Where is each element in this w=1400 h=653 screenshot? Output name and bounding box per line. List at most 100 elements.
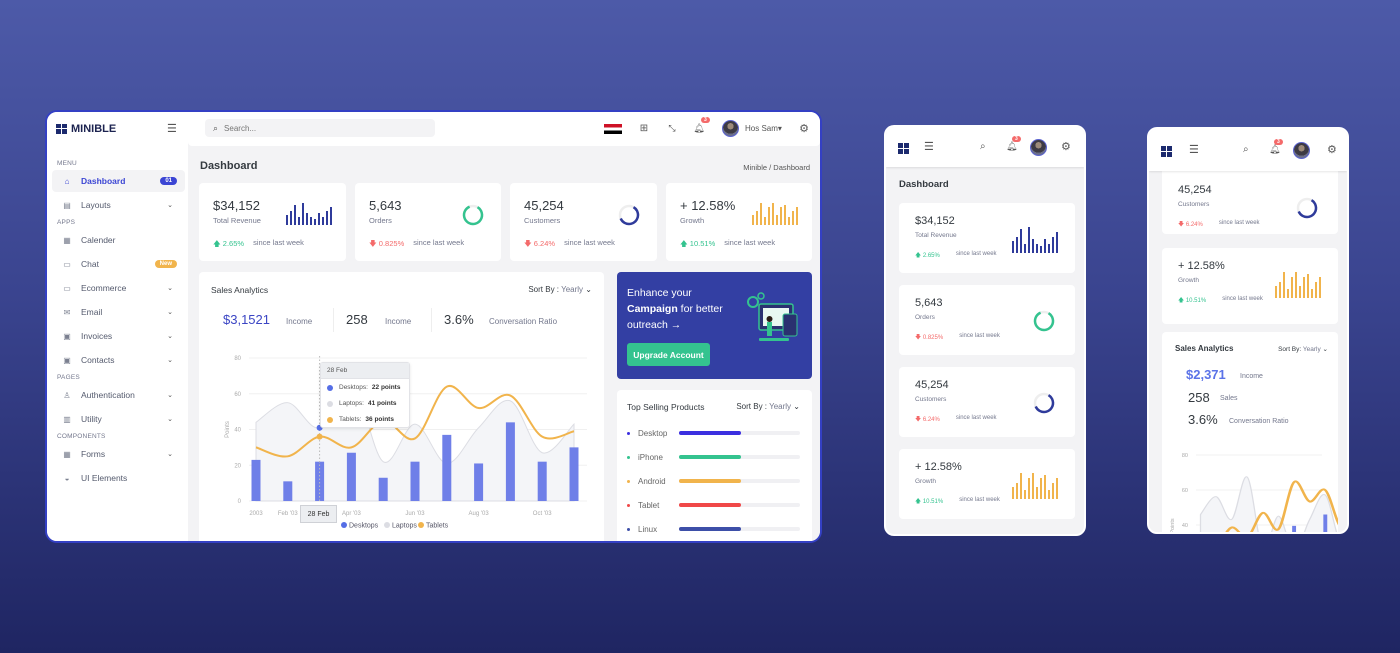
- sidebar-badge: New: [154, 260, 177, 268]
- gear-icon[interactable]: ⚙: [1061, 141, 1071, 153]
- stat-card-total-revenue: $34,152 Total Revenue 🡅 2.65% since last we…: [899, 203, 1075, 273]
- search-icon[interactable]: ⌕: [980, 141, 986, 152]
- upgrade-account-button[interactable]: Upgrade Account: [627, 343, 710, 366]
- sort-dropdown[interactable]: Sort By: Yearly ⌄: [1278, 345, 1328, 353]
- page-title: Dashboard: [200, 160, 258, 172]
- campaign-line[interactable]: outreach →: [627, 319, 682, 331]
- product-row[interactable]: Android: [627, 475, 800, 487]
- sidebar-item-label: Email: [81, 307, 103, 317]
- avatar[interactable]: [1030, 139, 1047, 156]
- arrow-up-icon: 🡅: [915, 499, 923, 505]
- bullet-icon: [627, 431, 630, 435]
- sidebar-item-authentication[interactable]: ♙ Authentication ⌄: [52, 384, 185, 406]
- campaign-line: Enhance your: [627, 287, 692, 299]
- legend-label: Desktops: [349, 523, 379, 530]
- bell-icon[interactable]: 🔔︎: [693, 122, 705, 133]
- logo-icon[interactable]: [1161, 146, 1172, 157]
- sidebar-item-forms[interactable]: ▦ Forms ⌄: [52, 443, 185, 465]
- sort-value: Yearly: [769, 402, 792, 411]
- brand-name: MINIBLE: [71, 123, 117, 135]
- metric-label: Sales: [1220, 395, 1238, 402]
- breadcrumb[interactable]: Minible / Dashboard: [743, 163, 810, 172]
- change-value: 0.825%: [922, 335, 944, 341]
- change-wrap: 🡇 0.825%: [915, 333, 943, 343]
- fullscreen-icon[interactable]: ⤡: [668, 122, 676, 133]
- since-label: since last week: [959, 497, 1000, 503]
- product-row[interactable]: Tablet: [627, 499, 800, 511]
- sparkline-chart: [286, 203, 332, 225]
- utility-icon: ▥: [63, 414, 71, 424]
- desktops-bar: [1323, 514, 1328, 532]
- brand-logo[interactable]: MINIBLE: [56, 123, 116, 135]
- user-menu[interactable]: Hos Sam▾: [745, 124, 782, 133]
- sidebar-item-email[interactable]: ✉ Email ⌄: [52, 301, 185, 323]
- colon: :: [366, 384, 368, 391]
- apps-grid-icon[interactable]: ⊞: [639, 122, 649, 134]
- bell-icon[interactable]: 🔔︎: [1006, 141, 1018, 151]
- sparkline-bar: [760, 203, 762, 225]
- home-icon: ⌂: [64, 176, 70, 186]
- bell-icon[interactable]: 🔔︎: [1269, 144, 1281, 154]
- donut-fill: [1033, 392, 1055, 414]
- legend-label: Laptops: [392, 523, 417, 530]
- ui-elements-icon: ◒: [64, 473, 70, 483]
- sparkline-bar: [792, 211, 794, 225]
- sparkline-bar: [1295, 272, 1298, 299]
- stat-card-growth: + 12.58% Growth 🡅 10.51% since last week: [1162, 248, 1338, 324]
- sparkline-bar: [772, 203, 774, 225]
- sparkline-bar: [1012, 241, 1015, 254]
- change-value: 10.51%: [1185, 298, 1207, 304]
- change-value: 6.24%: [533, 239, 556, 248]
- change-wrap: 🡅 2.65%: [213, 238, 244, 251]
- sidebar-item-utility[interactable]: ▥ Utility ⌄: [52, 408, 185, 430]
- sparkline-bar: [1307, 274, 1310, 299]
- chevron-down-icon: ⌄: [167, 285, 173, 292]
- product-row[interactable]: iPhone: [627, 451, 800, 463]
- sidebar-item-ui-elements[interactable]: ◒ UI Elements: [52, 467, 185, 489]
- search-icon: ⌕: [213, 122, 219, 133]
- series-dot-icon: [327, 400, 333, 407]
- search-input[interactable]: [224, 123, 405, 133]
- avatar[interactable]: [722, 120, 739, 137]
- user-icon: ♙: [63, 390, 71, 400]
- sort-dropdown[interactable]: Sort By : Yearly ⌄: [528, 285, 592, 294]
- series-dot-icon: [327, 416, 333, 423]
- y-tick-label: 80: [1182, 453, 1188, 459]
- sidebar-item-dashboard[interactable]: ⌂ Dashboard 01: [52, 170, 185, 192]
- tooltip-value: 41 points: [367, 400, 397, 407]
- sparkline-chart: [1012, 227, 1059, 254]
- sidebar-item-layouts[interactable]: ▤ Layouts ⌄: [52, 194, 185, 216]
- x-tick-label: Feb '03: [278, 511, 298, 517]
- product-row[interactable]: Linux: [627, 523, 800, 535]
- gear-icon[interactable]: ⚙: [1327, 144, 1337, 156]
- menu-toggle-icon[interactable]: ☰: [924, 141, 934, 153]
- sidebar-item-invoices[interactable]: ▣ Invoices ⌄: [52, 325, 185, 347]
- sparkline-bar: [1028, 477, 1031, 500]
- sidebar-item-contacts[interactable]: ▣ Contacts ⌄: [52, 349, 185, 371]
- menu-toggle-icon[interactable]: ☰: [1189, 144, 1199, 156]
- sidebar-item-ecommerce[interactable]: ▭ Ecommerce ⌄: [52, 277, 185, 299]
- search-icon[interactable]: ⌕: [1243, 144, 1249, 155]
- sparkline-bar: [1036, 487, 1039, 500]
- campaign-highlight: Campaign: [627, 303, 678, 315]
- sparkline-bar: [756, 211, 758, 225]
- search-box[interactable]: ⌕: [205, 119, 435, 137]
- calendar-icon: ▦: [63, 235, 71, 245]
- donut-fill: [1033, 310, 1055, 332]
- logo-icon: [56, 124, 67, 134]
- sparkline-bar: [1020, 229, 1023, 254]
- menu-toggle-icon[interactable]: ☰: [167, 123, 177, 135]
- avatar[interactable]: [1293, 142, 1310, 159]
- logo-icon[interactable]: [898, 143, 909, 154]
- chevron-down-icon: ▾: [777, 124, 782, 133]
- sort-dropdown[interactable]: Sort By : Yearly ⌄: [736, 402, 800, 411]
- sidebar-item-calender[interactable]: ▦ Calender: [52, 229, 185, 251]
- sidebar-item-chat[interactable]: ▭ Chat New: [52, 253, 185, 275]
- sidebar-item-label: Calender: [81, 235, 116, 245]
- product-row[interactable]: Desktop: [627, 427, 800, 439]
- sales-chart-mobile[interactable]: 80 60 40 Points: [1162, 446, 1338, 534]
- flag-icon[interactable]: [604, 124, 622, 134]
- metric-value: 3.6%: [444, 312, 474, 327]
- gear-icon[interactable]: ⚙: [799, 122, 809, 135]
- y-axis-label: Points: [225, 421, 231, 438]
